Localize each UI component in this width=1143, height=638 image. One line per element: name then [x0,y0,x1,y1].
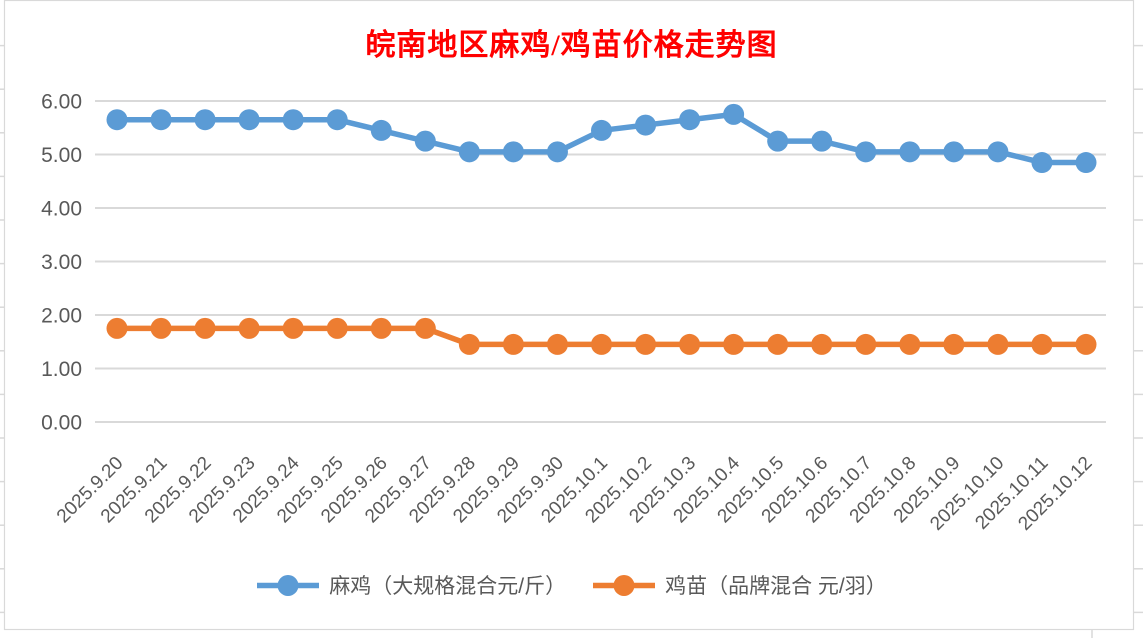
svg-text:2.00: 2.00 [41,305,82,328]
svg-text:4.00: 4.00 [41,198,82,221]
svg-text:5.00: 5.00 [41,144,82,167]
chart-legend: 麻鸡（大规格混合元/斤） 鸡苗（品牌混合 元/羽） [0,570,1143,600]
orange-line-marker-icon [593,574,656,596]
blue-line-marker-icon [257,574,320,596]
svg-text:1.00: 1.00 [41,358,82,381]
legend-item-machicken[interactable]: 麻鸡（大规格混合元/斤） [256,570,566,600]
legend-label-machicken: 麻鸡（大规格混合元/斤） [329,575,567,598]
svg-text:0.00: 0.00 [41,412,82,435]
legend-item-chick[interactable]: 鸡苗（品牌混合 元/羽） [592,570,887,600]
legend-label-chick: 鸡苗（品牌混合 元/羽） [665,575,887,598]
svg-text:3.00: 3.00 [41,251,82,274]
svg-text:6.00: 6.00 [41,91,82,114]
